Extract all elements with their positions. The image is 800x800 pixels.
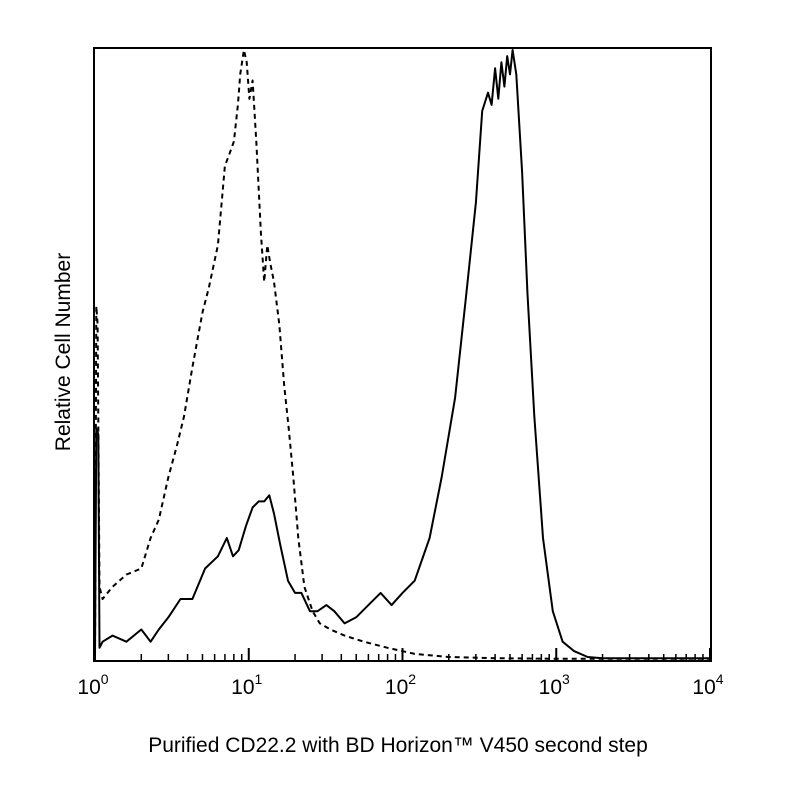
series-layer [94, 49, 710, 660]
x-tick-labels: 100 101 102 103 104 [77, 671, 723, 699]
x-tick-label: 101 [231, 671, 262, 699]
x-tick-label: 102 [385, 671, 416, 699]
dashed-histogram-line [94, 49, 710, 660]
plot-frame [93, 47, 712, 662]
x-tick-label: 104 [692, 671, 723, 699]
solid-histogram-line [94, 49, 710, 660]
y-axis-title: Relative Cell Number [52, 253, 75, 451]
x-tick-label: 100 [77, 671, 108, 699]
x-axis-title: Purified CD22.2 with BD Horizon™ V450 se… [148, 734, 648, 757]
x-tick-label: 103 [539, 671, 570, 699]
